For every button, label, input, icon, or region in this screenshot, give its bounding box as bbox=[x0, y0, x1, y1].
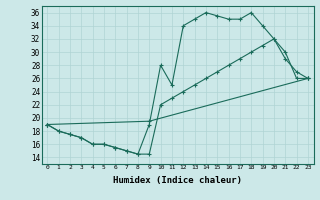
X-axis label: Humidex (Indice chaleur): Humidex (Indice chaleur) bbox=[113, 176, 242, 185]
